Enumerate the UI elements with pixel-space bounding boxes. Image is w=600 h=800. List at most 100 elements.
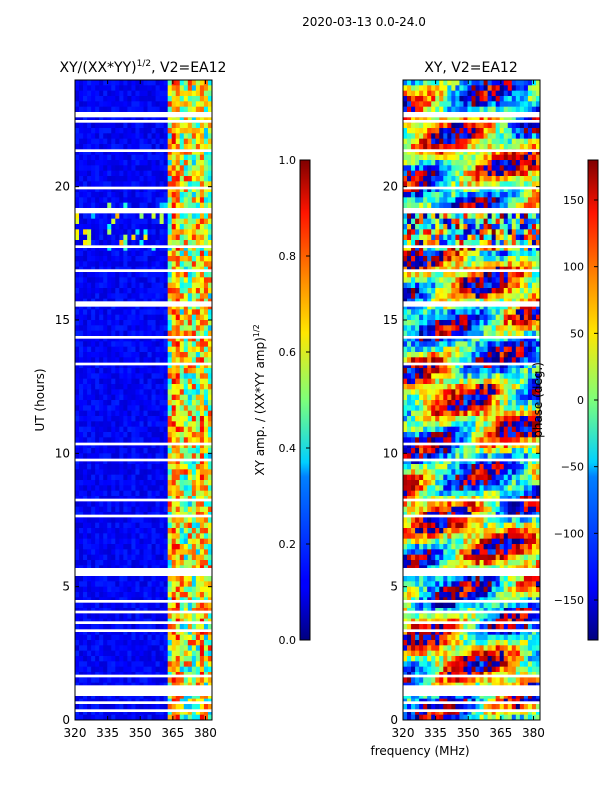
heatmap-cell [179,576,185,582]
heatmap-cell [115,362,120,369]
heatmap-cell [499,170,505,177]
heatmap-cell [79,330,84,337]
heatmap-cell [127,533,132,540]
heatmap-cell [143,309,148,316]
heatmap-cell [471,85,476,92]
heatmap-cell [119,320,124,326]
heatmap-cell [455,138,460,145]
heatmap-cell [139,160,144,166]
heatmap-cell [179,138,185,145]
heatmap-cell [87,437,92,444]
heatmap-cell [163,656,169,662]
heatmap-cell [163,480,169,486]
heatmap-cell [507,133,513,140]
heatmap-cell [103,592,108,598]
heatmap-cell [203,538,209,545]
heatmap-cell [151,272,156,278]
heatmap-cell [167,192,173,198]
heatmap-cell [107,650,112,657]
heatmap-cell [407,176,412,182]
heatmap-cell [95,149,100,156]
heatmap-cell [83,368,88,374]
heatmap-cell [147,277,152,284]
heatmap-cell [87,240,92,246]
heatmap-cell [151,160,156,166]
heatmap-cell [171,501,177,508]
heatmap-cell [179,293,185,300]
heatmap-cell [527,101,533,108]
heatmap-cell [163,181,169,188]
heatmap-cell [199,368,205,374]
heatmap-cell [171,336,177,342]
heatmap-cell [143,101,148,108]
heatmap-cell [199,288,205,294]
heatmap-cell [167,282,173,289]
heatmap-cell [111,384,116,390]
heatmap-cell [139,389,144,396]
heatmap-cell [131,453,136,460]
heatmap-cell [155,309,161,316]
heatmap-cell [187,293,193,300]
heatmap-cell [171,229,177,236]
heatmap-cell [163,341,169,348]
heatmap-cell [123,362,128,369]
heatmap-cell [139,528,144,534]
heatmap-cell [123,464,128,470]
heatmap-cell [195,405,201,412]
heatmap-cell [443,154,448,161]
heatmap-cell [83,410,88,417]
heatmap-cell [495,106,501,113]
heatmap-cell [79,245,84,252]
heatmap-cell [131,293,136,300]
heatmap-cell [187,576,193,582]
heatmap-cell [167,154,173,161]
heatmap-cell [163,144,169,150]
heatmap-cell [119,218,124,225]
heatmap-cell [519,138,525,145]
heatmap-cell [183,485,189,492]
heatmap-cell [187,320,193,326]
heatmap-cell [191,256,197,262]
heatmap-cell [167,416,173,422]
heatmap-cell [175,592,181,598]
heatmap-cell [487,106,493,113]
heatmap-cell [115,458,120,465]
heatmap-cell [111,128,116,134]
heatmap-cell [91,384,96,390]
heatmap-cell [191,320,197,326]
heatmap-cell [103,576,108,582]
heatmap-cell [167,277,173,284]
heatmap-cell [451,165,456,172]
heatmap-cell [195,149,201,156]
heatmap-cell [83,272,88,278]
heatmap-cell [127,250,132,257]
heatmap-cell [135,192,140,198]
heatmap-cell [107,522,112,529]
heatmap-cell [535,90,540,97]
heatmap-cell [95,304,100,310]
heatmap-cell [463,186,468,193]
heatmap-cell [199,128,205,134]
heatmap-cell [143,704,148,710]
heatmap-cell [159,144,165,150]
heatmap-cell [79,421,84,428]
heatmap-cell [95,586,100,593]
heatmap-cell [83,250,88,257]
heatmap-cell [155,245,161,252]
heatmap-cell [175,613,181,620]
heatmap-cell [183,378,189,385]
heatmap-cell [499,80,505,86]
heatmap-cell [151,314,156,321]
heatmap-cell [479,80,484,86]
heatmap-cell [455,186,460,193]
heatmap-cell [131,234,136,241]
heatmap-cell [163,288,169,294]
heatmap-cell [191,560,197,566]
heatmap-cell [99,544,104,550]
heatmap-cell [179,394,185,401]
heatmap-cell [159,656,165,662]
heatmap-cell [191,240,197,246]
heatmap-cell [151,480,156,486]
heatmap-cell [159,176,165,182]
heatmap-cell [427,85,432,92]
